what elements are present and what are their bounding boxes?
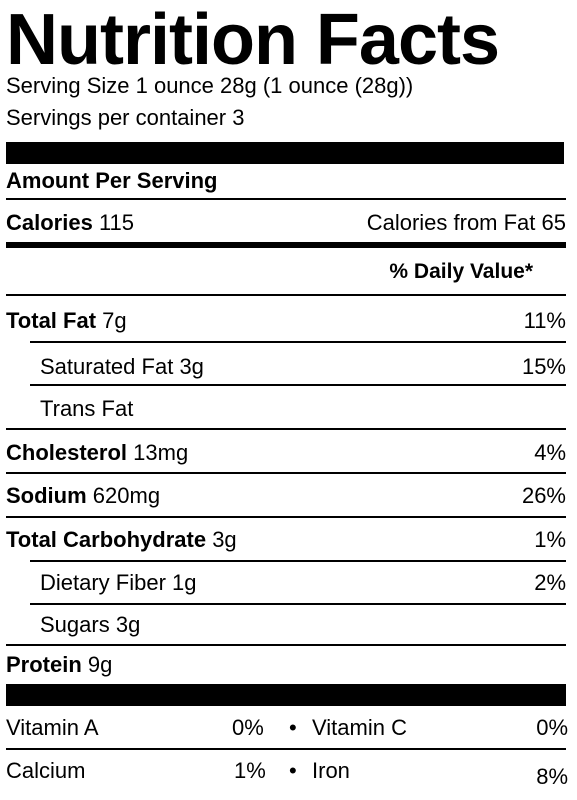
vitamin-dv: 1% bbox=[234, 758, 266, 783]
nutrient-amount: 7g bbox=[102, 308, 127, 333]
calories-value: 115 bbox=[98, 210, 135, 235]
nutrient-name-cell: Trans Fat bbox=[40, 396, 133, 422]
nutrient-label: Total Carbohydrate bbox=[6, 527, 207, 552]
nutrient-amount: 620mg bbox=[92, 483, 161, 508]
label-title: Nutrition Facts bbox=[6, 0, 500, 80]
nutrient-label: Trans Fat bbox=[40, 396, 134, 421]
nutrient-label: Cholesterol bbox=[6, 440, 128, 465]
nutrient-amount: 13mg bbox=[133, 440, 189, 465]
divider bbox=[30, 384, 566, 386]
nutrient-label: Dietary Fiber bbox=[40, 570, 166, 595]
serving-size: Serving Size 1 ounce 28g (1 ounce (28g)) bbox=[6, 73, 414, 98]
divider bbox=[30, 341, 566, 343]
thick-divider-bottom bbox=[6, 684, 566, 706]
vitamin-row: Vitamin A 0% • Vitamin C 0% bbox=[6, 715, 572, 749]
nutrient-label: Sodium bbox=[6, 483, 87, 508]
vitamin-dv: 0% bbox=[536, 715, 568, 740]
vitamin-dv: 0% bbox=[232, 715, 264, 740]
divider bbox=[30, 603, 566, 605]
nutrient-amount: 1g bbox=[172, 570, 197, 595]
divider bbox=[30, 560, 566, 562]
servings-per-container: Servings per container 3 bbox=[6, 105, 245, 130]
nutrient-label: Protein bbox=[6, 652, 82, 677]
daily-value-header: % Daily Value* bbox=[389, 260, 533, 283]
nutrient-amount: 3g bbox=[115, 612, 141, 637]
nutrient-amount: 9g bbox=[87, 652, 113, 677]
nutrient-name-cell: Sodium 620mg bbox=[6, 483, 160, 509]
nutrient-row-saturated-fat: Saturated Fat 3g 15% bbox=[40, 350, 566, 384]
nutrient-name-cell: Saturated Fat 3g bbox=[40, 354, 204, 380]
nutrient-name-cell: Total Fat 7g bbox=[6, 308, 127, 334]
nutrient-row-dietary-fiber: Dietary Fiber 1g 2% bbox=[40, 566, 566, 600]
amount-per-serving: Amount Per Serving bbox=[6, 168, 218, 193]
vitamin-label: Calcium bbox=[6, 758, 86, 783]
calories-label: Calories bbox=[6, 210, 93, 235]
thick-divider-top bbox=[6, 142, 564, 164]
nutrient-dv: 1% bbox=[534, 527, 566, 552]
nutrient-amount: 3g bbox=[212, 527, 237, 552]
nutrient-name-cell: Protein 9g bbox=[6, 652, 112, 678]
nutrient-name-cell: Dietary Fiber 1g bbox=[40, 570, 197, 596]
divider bbox=[6, 294, 566, 296]
nutrient-row-trans-fat: Trans Fat bbox=[40, 392, 566, 426]
vitamin-label: Vitamin C bbox=[312, 715, 407, 740]
calories-cell: Calories 115 bbox=[6, 210, 134, 236]
nutrient-dv: 15% bbox=[521, 354, 566, 379]
calories-from-fat: Calories from Fat 65 bbox=[366, 210, 566, 235]
nutrient-row-total-carbohydrate: Total Carbohydrate 3g 1% bbox=[6, 523, 566, 557]
nutrient-name-cell: Cholesterol 13mg bbox=[6, 440, 188, 466]
nutrient-row-sugars: Sugars 3g bbox=[40, 608, 566, 642]
nutrient-label: Total Fat bbox=[6, 308, 97, 333]
nutrient-name-cell: Sugars 3g bbox=[40, 612, 140, 638]
bullet: • bbox=[289, 758, 297, 783]
nutrient-row-protein: Protein 9g bbox=[6, 648, 566, 682]
vitamin-label: Iron bbox=[312, 758, 350, 783]
nutrient-dv: 11% bbox=[523, 308, 566, 333]
nutrient-dv: 2% bbox=[534, 570, 566, 595]
vitamin-row: Calcium 1% • Iron 8% bbox=[6, 758, 572, 792]
divider bbox=[6, 198, 566, 200]
nutrient-name-cell: Total Carbohydrate 3g bbox=[6, 527, 237, 553]
nutrient-row-total-fat: Total Fat 7g 11% bbox=[6, 304, 566, 338]
nutrient-amount: 3g bbox=[179, 354, 204, 379]
nutrient-dv: 26% bbox=[521, 483, 566, 508]
divider bbox=[6, 748, 566, 750]
nutrient-label: Saturated Fat bbox=[40, 354, 174, 379]
divider bbox=[6, 644, 566, 646]
divider bbox=[6, 516, 566, 518]
vitamin-dv: 8% bbox=[536, 764, 568, 789]
calories-row: Calories 115 Calories from Fat 65 bbox=[6, 206, 566, 240]
nutrient-label: Sugars bbox=[40, 612, 110, 637]
bullet: • bbox=[289, 715, 297, 740]
medium-divider bbox=[6, 242, 566, 248]
nutrient-row-cholesterol: Cholesterol 13mg 4% bbox=[6, 436, 566, 470]
divider bbox=[6, 472, 566, 474]
vitamin-label: Vitamin A bbox=[6, 715, 99, 740]
divider bbox=[6, 428, 566, 430]
nutrient-row-sodium: Sodium 620mg 26% bbox=[6, 479, 566, 513]
nutrient-dv: 4% bbox=[534, 440, 566, 465]
